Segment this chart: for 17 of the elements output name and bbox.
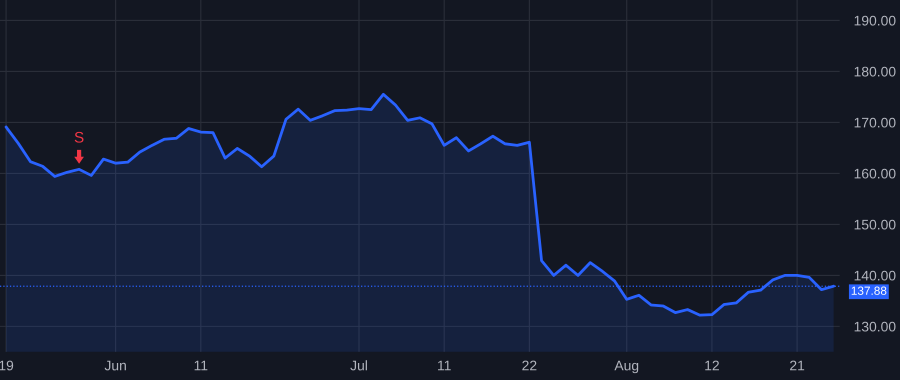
x-tick-label: 11 [438,360,451,370]
x-tick-label: Jun [104,360,126,370]
y-tick-label: 150.00 [854,220,896,230]
y-tick-label: 170.00 [854,118,896,128]
y-tick-label: 130.00 [854,322,896,332]
x-tick-label: 21 [790,360,804,370]
y-tick-label: 190.00 [854,16,896,26]
ref-line-label: 137.88 [852,286,886,295]
annotation: S [74,132,84,143]
x-tick-label: Aug [614,360,638,374]
x-tick-label: 22 [522,360,536,370]
x-tick-label: 12 [705,360,719,370]
x-tick-label: Jul [350,360,367,370]
y-tick-label: 160.00 [854,168,896,179]
x-tick-label: 11 [194,360,208,370]
y-tick-label: 180.00 [854,66,896,77]
y-tick-label: 140.00 [854,270,896,281]
